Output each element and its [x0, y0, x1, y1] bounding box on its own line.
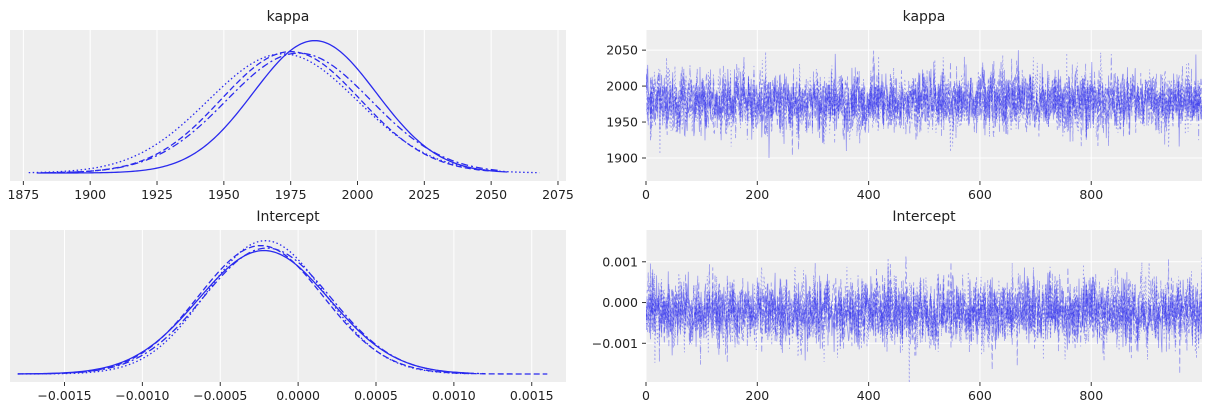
trace-chain-3 — [646, 54, 1202, 147]
x-tick-label: 0.0015 — [510, 388, 554, 403]
kde-panel-intercept: Intercept −0.0015 −0.0010 −0.0005 0.0000 0.00… — [10, 209, 566, 403]
plot-marks — [28, 39, 540, 174]
x-tick-label: 400 — [857, 187, 881, 202]
x-tick-label: 800 — [1079, 187, 1103, 202]
x-tick-label: 600 — [968, 388, 992, 403]
y-tick-label: 1950 — [606, 115, 638, 130]
y-tick-label: 0.001 — [602, 254, 638, 269]
trace-chain-3 — [646, 255, 1202, 365]
x-tick-label: 400 — [857, 388, 881, 403]
plot-marks — [646, 255, 1202, 382]
chart-title: kappa — [903, 9, 946, 25]
x-tick-label: 1875 — [7, 187, 39, 202]
x-tick-label: 1950 — [208, 187, 240, 202]
y-tick-label: 2050 — [606, 43, 638, 58]
kde-curve-dashdot — [33, 247, 486, 375]
trace-chain-1 — [646, 50, 1202, 158]
x-tick-label: 2050 — [475, 187, 507, 202]
kde-curve-dotted — [17, 240, 470, 375]
x-tick-label: 1975 — [275, 187, 307, 202]
x-tick-label: 0.0005 — [354, 388, 398, 403]
plot-area — [10, 230, 566, 382]
plot-area — [10, 30, 566, 181]
trace-chain-2 — [646, 262, 1202, 375]
x-tick-label: 200 — [745, 388, 769, 403]
x-tick-label: 2000 — [342, 187, 374, 202]
x-tick-label: 2075 — [542, 187, 574, 202]
kde-curve-solid — [36, 39, 508, 174]
trace-chain-2 — [646, 50, 1202, 156]
kde-curve-dotted — [28, 53, 540, 174]
x-tick-label: −0.0005 — [193, 388, 247, 403]
x-tick-label: −0.0015 — [37, 388, 91, 403]
y-tick-label: 1900 — [606, 150, 638, 165]
trace-panel-intercept: Intercept 0 200 400 600 800 −0.001 0.000 0.001 — [592, 209, 1202, 403]
x-tick-label: 0.0010 — [432, 388, 476, 403]
x-tick-label: 2025 — [408, 187, 440, 202]
x-tick-label: 600 — [968, 187, 992, 202]
x-tick-label: 800 — [1079, 388, 1103, 403]
x-tick-label: 0 — [642, 187, 650, 202]
y-tick-label: 2000 — [606, 79, 638, 94]
x-tick-label: 1925 — [141, 187, 173, 202]
y-tick-label: 0.000 — [602, 295, 638, 310]
x-tick-label: 200 — [745, 187, 769, 202]
kde-curve-dashdot — [42, 52, 500, 174]
trace-chain-1 — [646, 265, 1202, 361]
plot-area — [646, 30, 1202, 181]
trace-chain-4 — [646, 257, 1202, 382]
kde-panel-kappa: kappa 1875 1900 1925 1950 1975 2000 2025 2050 207… — [7, 9, 573, 202]
chart-title: kappa — [267, 9, 310, 25]
x-tick-label: 0 — [642, 388, 650, 403]
plot-marks — [646, 50, 1202, 158]
plot-area — [646, 230, 1202, 382]
trace-panel-kappa: kappa 0 200 400 600 800 1900 1950 2000 2050 — [606, 9, 1202, 202]
x-tick-label: −0.0010 — [115, 388, 169, 403]
x-tick-label: 0.0000 — [276, 388, 320, 403]
chart-title: Intercept — [892, 209, 956, 225]
chart-title: Intercept — [256, 209, 320, 225]
plot-marks — [17, 240, 548, 375]
x-tick-label: 1900 — [74, 187, 106, 202]
y-tick-label: −0.001 — [592, 336, 638, 351]
kde-curve-solid — [17, 249, 470, 375]
